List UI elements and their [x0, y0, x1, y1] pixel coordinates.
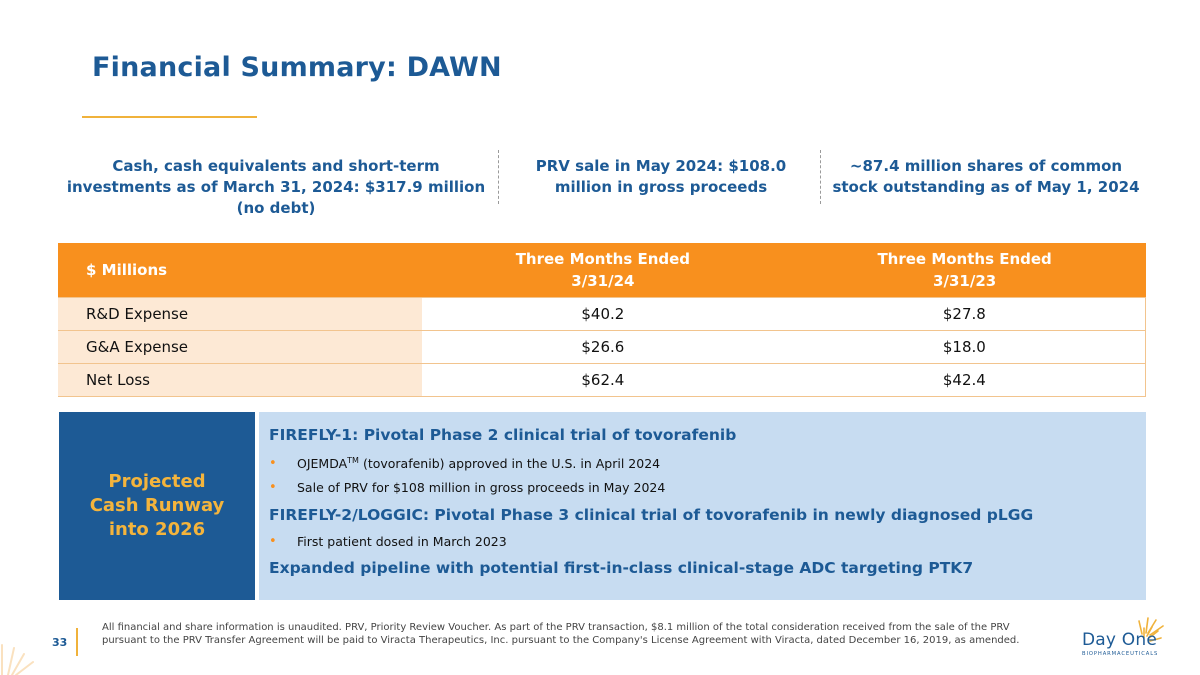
pipeline-heading-adc: Expanded pipeline with potential first-i…	[269, 559, 974, 577]
row-value-2023: $42.4	[783, 363, 1146, 397]
stat-divider	[498, 150, 499, 204]
pipeline-list: OJEMDATM (tovorafenib) approved in the U…	[269, 456, 1146, 496]
company-logo: Day One BIOPHARMACEUTICALS	[1076, 612, 1168, 662]
sun-icon	[1138, 617, 1164, 642]
cash-runway-panel: Projected Cash Runway into 2026	[59, 412, 255, 600]
runway-line: Projected	[108, 471, 206, 492]
table-row: R&D Expense $40.2 $27.8	[58, 297, 1146, 331]
runway-line: Cash Runway	[89, 495, 225, 516]
financial-table: $ Millions Three Months Ended 3/31/24 Th…	[58, 243, 1146, 397]
pipeline-list: First patient dosed in March 2023	[269, 534, 1146, 550]
bullet-text: (tovorafenib) approved in the U.S. in Ap…	[358, 456, 661, 471]
header-q1-2023: Three Months Ended 3/31/23	[783, 243, 1146, 298]
brand-name: OJEMDA	[297, 456, 348, 471]
header-q1-2023-date: 3/31/23	[933, 272, 997, 290]
logo-subtitle: BIOPHARMACEUTICALS	[1082, 651, 1159, 657]
list-item: First patient dosed in March 2023	[269, 534, 1146, 550]
stat-prv-sale: PRV sale in May 2024: $108.0 million in …	[535, 157, 787, 196]
logo-name: Day One	[1082, 630, 1157, 650]
pipeline-heading-firefly-1: FIREFLY-1: Pivotal Phase 2 clinical tria…	[269, 426, 737, 444]
row-label: R&D Expense	[58, 297, 422, 331]
header-q1-2023-title: Three Months Ended	[877, 250, 1052, 268]
runway-line: into 2026	[108, 519, 206, 540]
header-label: $ Millions	[58, 243, 422, 298]
row-value-2024: $26.6	[422, 330, 784, 364]
row-value-2023: $18.0	[783, 330, 1146, 364]
table-row: G&A Expense $26.6 $18.0	[58, 330, 1146, 364]
list-item: OJEMDATM (tovorafenib) approved in the U…	[269, 456, 1146, 472]
page-title: Financial Summary: DAWN	[92, 52, 502, 83]
pipeline-panel: FIREFLY-1: Pivotal Phase 2 clinical tria…	[259, 412, 1146, 600]
stat-cash: Cash, cash equivalents and short-term in…	[66, 157, 486, 217]
table-row: Net Loss $62.4 $42.4	[58, 363, 1146, 397]
cash-runway-text: Projected Cash Runway into 2026	[82, 470, 232, 542]
row-value-2023: $27.8	[783, 297, 1146, 331]
row-label: G&A Expense	[58, 330, 422, 364]
header-q1-2024: Three Months Ended 3/31/24	[422, 243, 784, 298]
list-item: Sale of PRV for $108 million in gross pr…	[269, 480, 1146, 496]
page-number-divider	[76, 628, 78, 656]
pipeline-heading-firefly-2: FIREFLY-2/LOGGIC: Pivotal Phase 3 clinic…	[269, 506, 1034, 524]
stat-divider	[820, 150, 821, 204]
header-q1-2024-date: 3/31/24	[571, 272, 635, 290]
table-header-row: $ Millions Three Months Ended 3/31/24 Th…	[58, 243, 1146, 298]
footnote: All financial and share information is u…	[102, 622, 1020, 646]
row-label: Net Loss	[58, 363, 422, 397]
row-value-2024: $40.2	[422, 297, 784, 331]
row-value-2024: $62.4	[422, 363, 784, 397]
page-number: 33	[52, 636, 68, 649]
title-underline	[82, 116, 257, 118]
stat-shares: ~87.4 million shares of common stock out…	[832, 157, 1140, 196]
header-q1-2024-title: Three Months Ended	[515, 250, 691, 268]
trademark: TM	[347, 455, 359, 465]
decorative-sunburst	[1, 644, 34, 675]
